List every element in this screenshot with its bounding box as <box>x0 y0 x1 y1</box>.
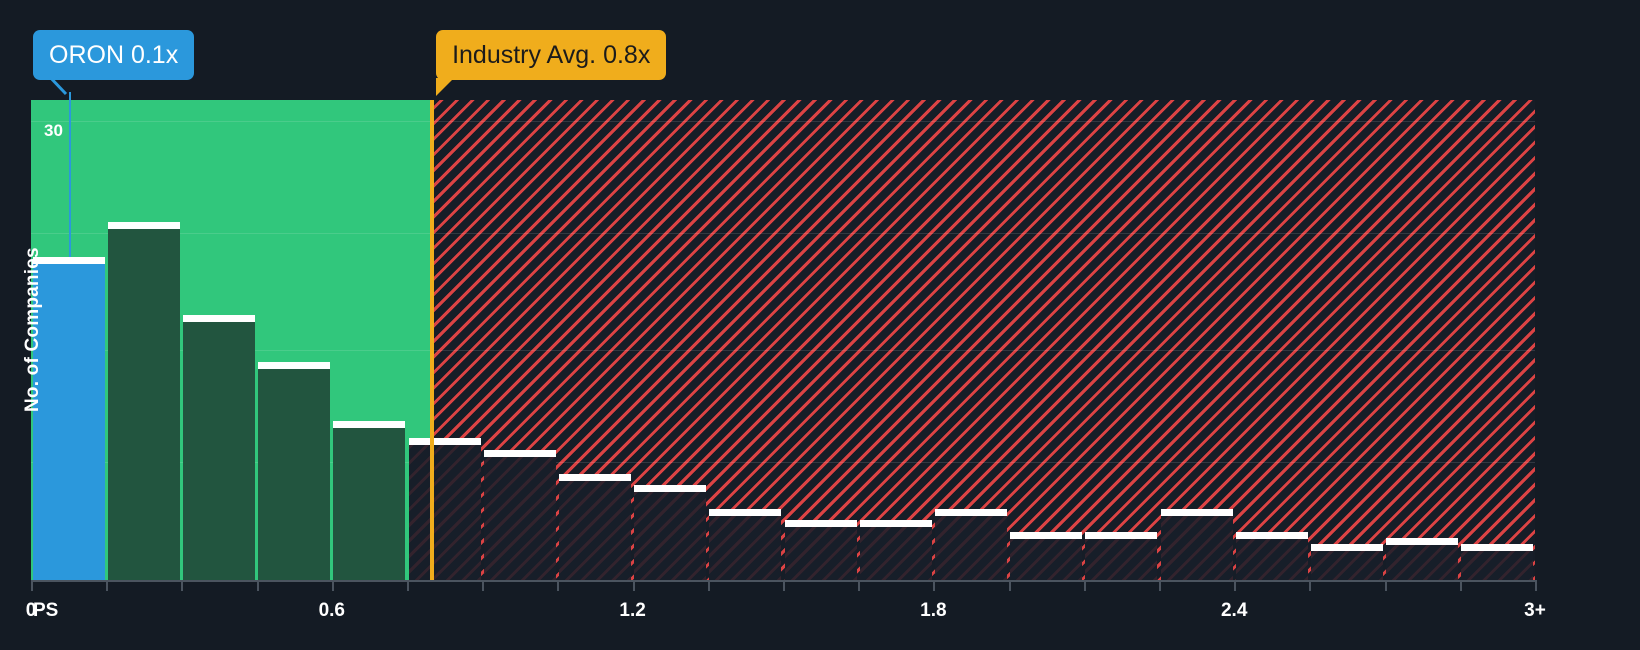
x-axis-tick <box>181 580 184 591</box>
histogram-bar-highlighted <box>32 256 105 580</box>
histogram-bar <box>483 450 556 580</box>
histogram-bar <box>558 473 632 580</box>
histogram-bar <box>408 438 481 580</box>
bar-cap <box>258 362 331 370</box>
gridline-10 <box>31 350 1535 351</box>
bar-cap <box>709 508 782 516</box>
bar-cap <box>1461 543 1534 551</box>
x-axis-tick-label: 1.8 <box>920 600 947 621</box>
bar-cap <box>1386 537 1459 545</box>
x-axis-tick <box>407 580 409 591</box>
bar-cap <box>784 520 857 528</box>
histogram-bar <box>709 508 782 580</box>
x-axis-tick <box>858 580 861 591</box>
x-axis-tick <box>1159 580 1161 591</box>
histogram-bar <box>1386 537 1459 580</box>
histogram-bar <box>859 520 932 580</box>
y-axis-label: No. of Companies <box>22 247 43 412</box>
bar-cap <box>32 256 105 264</box>
bar-cap <box>107 221 180 229</box>
expensive-valuation-zone <box>432 100 1535 580</box>
gridline-20 <box>31 233 1535 234</box>
bar-cap <box>859 520 932 528</box>
x-axis-tick <box>933 580 936 591</box>
plot-area <box>31 100 1535 580</box>
histogram-bar <box>784 520 857 580</box>
industry-average-line <box>430 100 435 580</box>
x-axis-tick-label: 0 <box>25 600 37 621</box>
company-callout-tail <box>68 92 71 257</box>
bar-cap <box>333 420 406 428</box>
bar-cap <box>1085 532 1158 540</box>
histogram-bar <box>1235 532 1308 580</box>
x-axis-prefix-label: PS <box>33 600 59 621</box>
x-axis-tick <box>331 580 334 591</box>
x-axis-tick <box>106 580 109 591</box>
histogram-bar <box>1461 543 1534 580</box>
x-axis-tick <box>1384 580 1387 591</box>
x-axis-tick <box>707 580 710 591</box>
x-axis-tick <box>1309 580 1312 591</box>
x-axis-tick-label: 0.6 <box>318 600 346 621</box>
x-axis-tick <box>1008 580 1011 591</box>
x-axis-tick-label: 2.4 <box>1220 600 1248 621</box>
bar-cap <box>558 473 632 481</box>
x-axis-tick-label: 3+ <box>1524 600 1546 621</box>
x-axis-tick <box>783 580 785 591</box>
histogram-bar <box>1085 532 1158 580</box>
x-axis-tick <box>1234 580 1237 591</box>
histogram-bar <box>107 221 180 580</box>
gridline-5 <box>31 462 1535 463</box>
bar-cap <box>1010 532 1083 540</box>
x-axis-tick <box>482 580 485 591</box>
histogram-bar <box>333 420 406 580</box>
histogram-bar <box>634 485 707 580</box>
bar-cap <box>1310 543 1384 551</box>
bar-cap <box>483 450 556 458</box>
gridline-30 <box>31 121 1535 122</box>
y-axis-tick-label: 30 <box>44 121 63 140</box>
bar-cap <box>182 315 256 323</box>
x-axis-tick <box>31 580 33 591</box>
x-axis-tick <box>1535 580 1537 591</box>
histogram-bar <box>258 362 331 580</box>
industry-average-callout[interactable]: Industry Avg. 0.8x <box>436 30 667 80</box>
histogram-bar <box>1160 508 1233 580</box>
x-axis-tick-label: 1.2 <box>619 600 646 621</box>
industry-callout-tail <box>436 78 455 96</box>
histogram-bar <box>1310 543 1384 580</box>
histogram-bar <box>934 508 1008 580</box>
bar-cap <box>934 508 1008 516</box>
histogram-bar <box>1010 532 1083 580</box>
bar-cap <box>408 438 481 446</box>
x-axis-tick <box>256 580 259 591</box>
x-axis-tick <box>1459 580 1462 591</box>
bar-cap <box>1160 508 1233 516</box>
bar-cap <box>634 485 707 493</box>
x-axis-tick <box>632 580 635 591</box>
company-callout[interactable]: ORON 0.1x <box>33 30 195 80</box>
x-axis-tick <box>557 580 560 591</box>
bar-cap <box>1235 532 1308 540</box>
x-axis-tick <box>1083 580 1086 591</box>
histogram-bar <box>182 315 256 580</box>
